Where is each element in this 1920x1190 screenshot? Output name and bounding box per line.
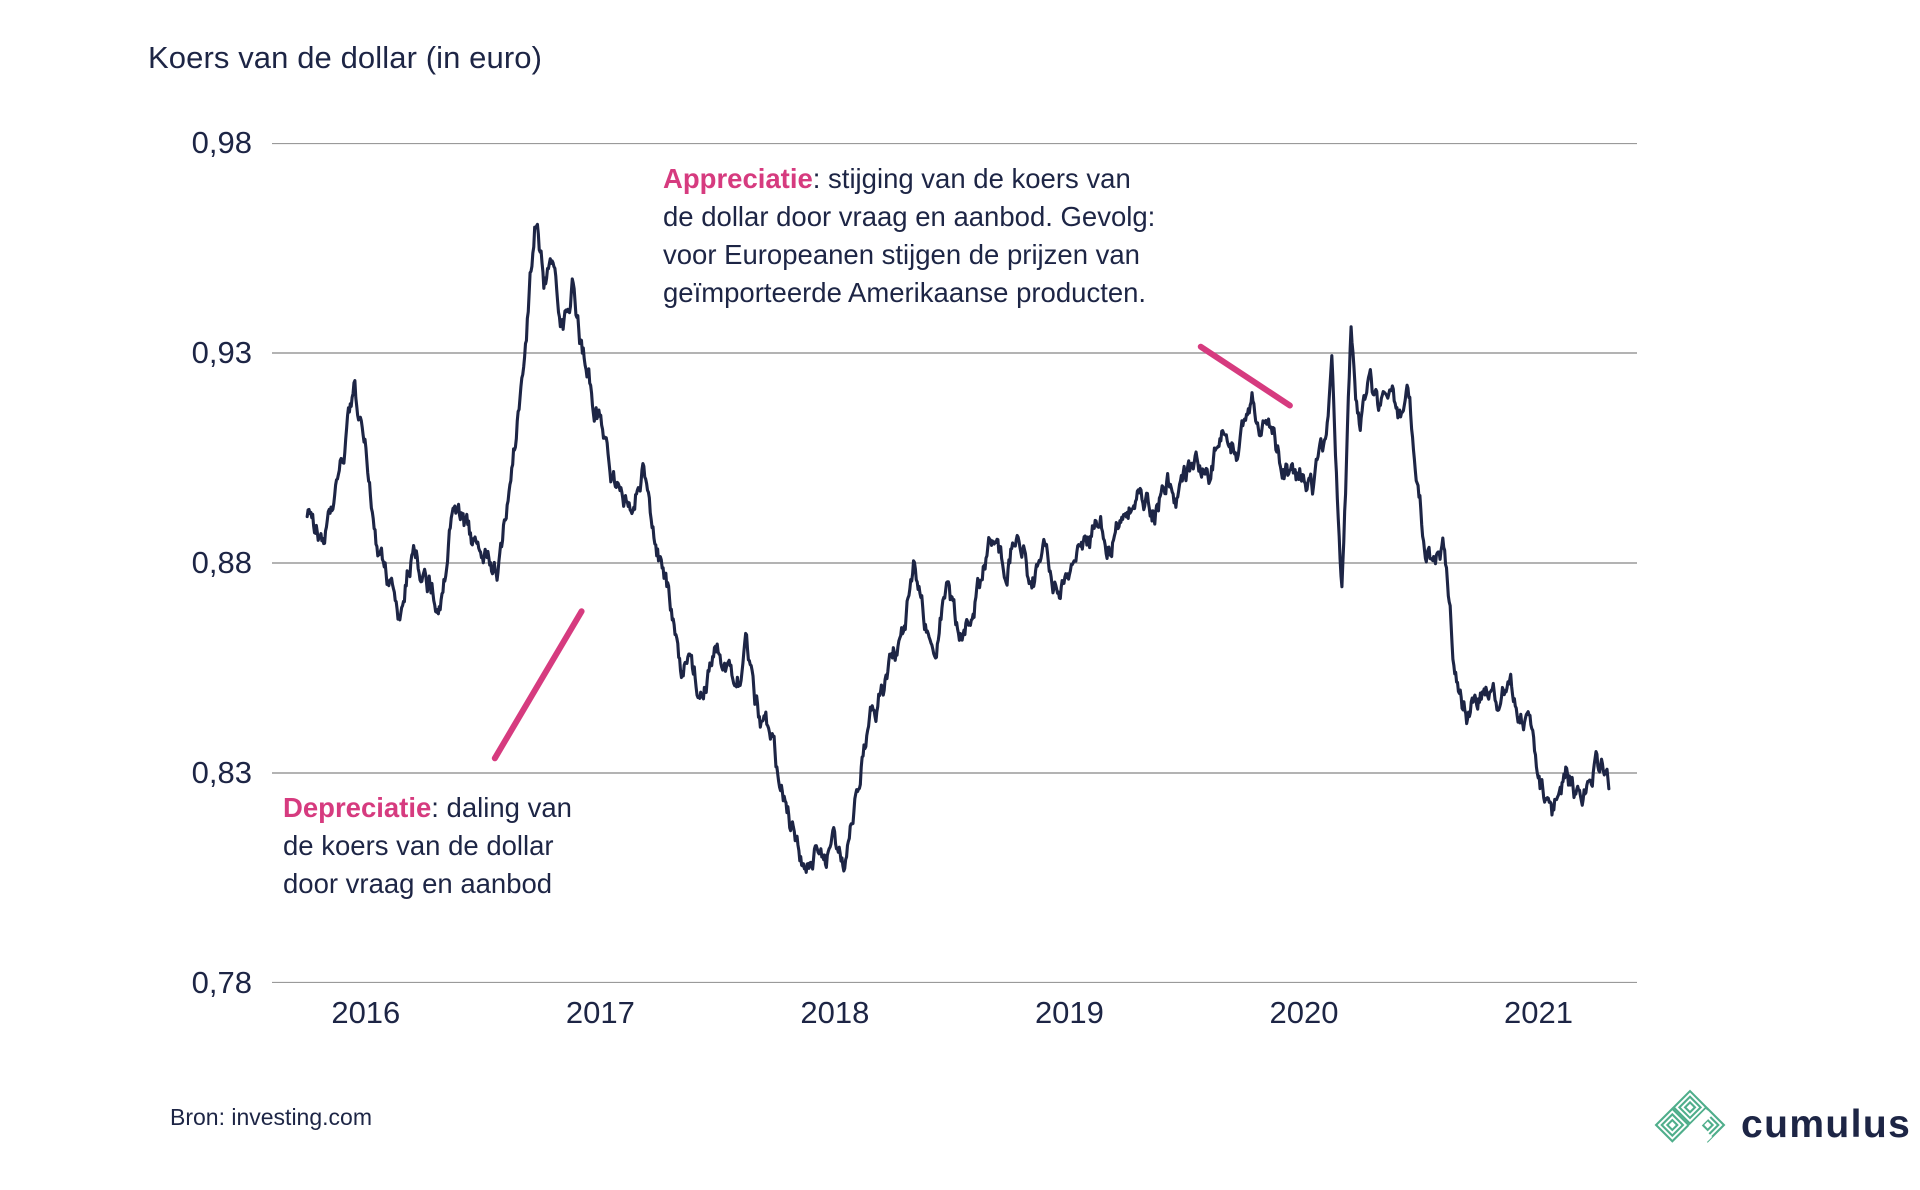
x-tick-label: 2016 <box>331 995 401 1030</box>
annotation-appreciatie: Appreciatie: stijging van de koers van d… <box>663 160 1353 312</box>
annotation-depreciatie-term: Depreciatie <box>283 792 432 823</box>
annotation-appreciatie-line-0: Appreciatie: stijging van de koers van <box>663 160 1353 198</box>
x-tick-label: 2021 <box>1504 995 1573 1030</box>
source-note: Bron: investing.com <box>170 1104 372 1130</box>
annotation-appreciatie-text-0: : stijging van de koers van <box>812 163 1131 194</box>
series-line-usd-eur <box>305 222 1611 874</box>
appreciatie-pointer <box>1197 343 1293 409</box>
annotation-depreciatie-text-0: : daling van <box>431 792 572 823</box>
annotation-appreciatie-line-3: geïmporteerde Amerikaanse producten. <box>663 277 1147 308</box>
x-tick-label: 2018 <box>800 995 870 1030</box>
y-tick-label: 0,78 <box>191 965 252 1000</box>
annotation-appreciatie-term: Appreciatie <box>663 163 813 194</box>
page-title: Koers van de dollar (in euro) <box>148 40 543 75</box>
y-tick-label: 0,88 <box>191 545 252 580</box>
y-tick-label: 0,83 <box>191 755 252 790</box>
x-tick-label: 2019 <box>1034 995 1104 1030</box>
y-axis: 0,98 0,93 0,88 0,83 0,78 <box>0 125 252 1000</box>
brand-logo: cumulus <box>1653 1088 1911 1162</box>
x-tick-label: 2020 <box>1269 995 1339 1030</box>
y-tick-label: 0,98 <box>191 125 252 160</box>
annotation-appreciatie-line-2: voor Europeanen stijgen de prijzen van <box>663 239 1140 270</box>
chart-canvas <box>272 143 1637 983</box>
annotation-appreciatie-line-1: de dollar door vraag en aanbod. Gevolg: <box>663 201 1156 232</box>
annotation-depreciatie-line-0: Depreciatie: daling van <box>283 789 703 827</box>
x-axis: 2016 2017 2018 2019 2020 2021 <box>272 995 1637 1043</box>
annotation-depreciatie-line-2: door vraag en aanbod <box>283 868 553 899</box>
x-tick-label: 2017 <box>565 995 635 1030</box>
brand-wordmark: cumulus <box>1741 1103 1912 1146</box>
annotation-depreciatie-line-1: de koers van de dollar <box>283 830 554 861</box>
cumulus-logo-icon <box>1654 1089 1726 1144</box>
y-tick-label: 0,93 <box>191 335 252 370</box>
depreciatie-pointer <box>491 608 585 762</box>
chart-plot-area <box>272 143 1637 983</box>
annotation-depreciatie: Depreciatie: daling van de koers van de … <box>283 789 703 903</box>
